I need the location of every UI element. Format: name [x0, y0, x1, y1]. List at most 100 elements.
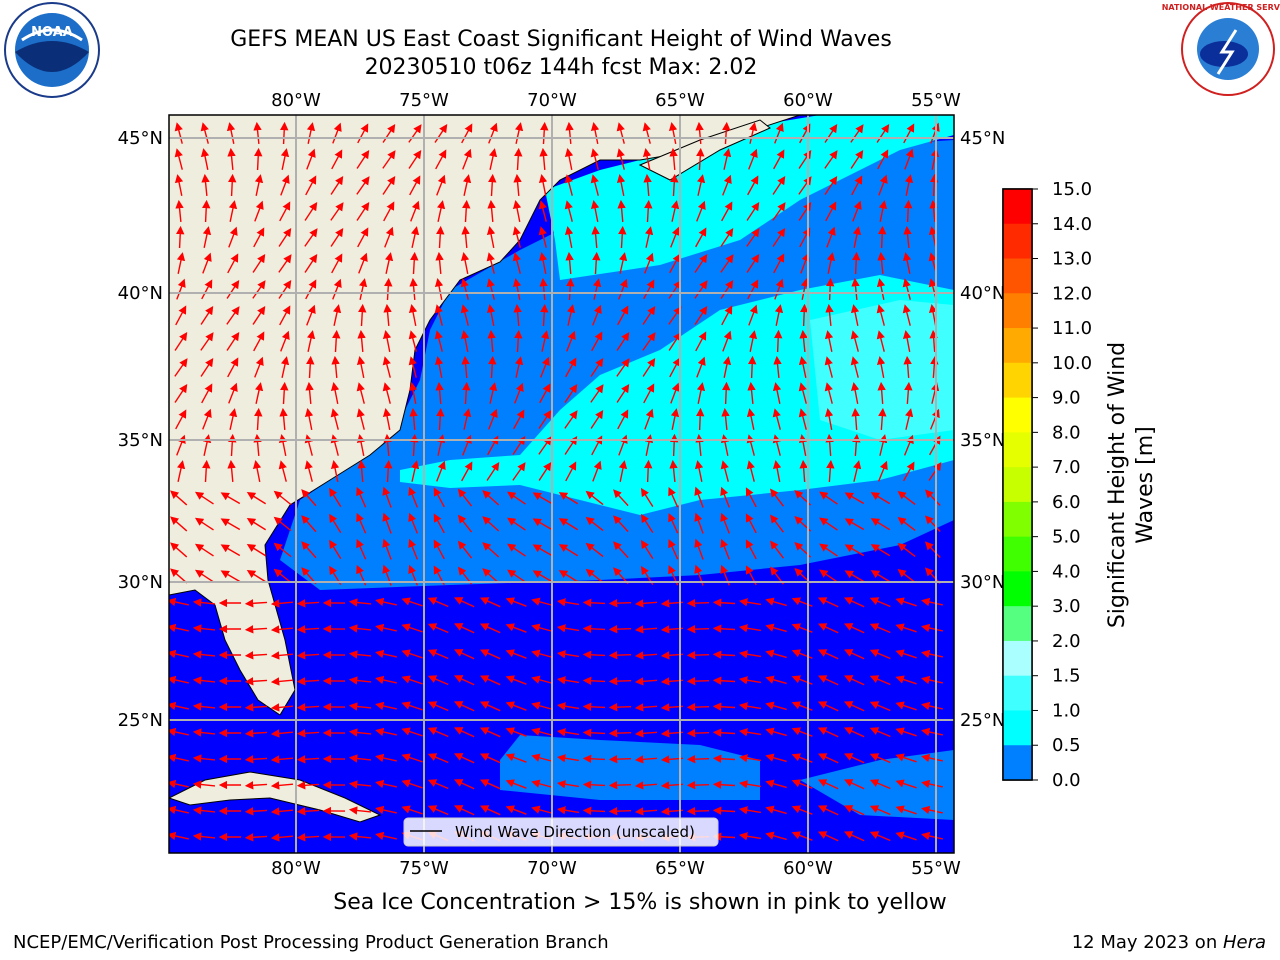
- wave-arrow: [608, 624, 632, 634]
- wave-arrow: [921, 753, 943, 763]
- wave-arrow: [296, 677, 320, 686]
- wave-arrow: [903, 434, 914, 456]
- wave-arrow: [876, 330, 885, 352]
- wave-arrow: [869, 727, 891, 738]
- wave-arrow: [296, 755, 320, 764]
- wave-arrow: [382, 330, 392, 352]
- wave-arrow: [505, 597, 527, 607]
- wave-arrow: [564, 174, 573, 196]
- colorbar: 15.0 14.0 13.0 12.0 11.0 10.0 9.0 8.0 7.0 6.0 5.0 4…: [1002, 179, 1092, 791]
- wave-arrow: [851, 407, 860, 431]
- wave-arrow: [330, 460, 340, 482]
- colorbar-segment: [1003, 501, 1032, 538]
- wave-arrow: [301, 515, 317, 533]
- wave-arrow: [694, 460, 704, 482]
- colorbar-tick-label: 11.0: [1052, 318, 1092, 339]
- wave-arrow: [278, 279, 292, 299]
- wave-arrow: [304, 434, 313, 456]
- wave-arrow: [850, 330, 859, 352]
- wave-arrow: [608, 650, 632, 660]
- wave-arrow: [408, 356, 417, 378]
- wave-arrow: [904, 148, 914, 170]
- wave-arrow: [798, 434, 808, 456]
- wave-arrow: [194, 517, 214, 531]
- wave-arrow: [791, 727, 813, 737]
- wave-arrow: [616, 331, 630, 351]
- wave-arrow: [556, 598, 580, 607]
- wave-arrow: [800, 278, 810, 300]
- wave-arrow: [228, 433, 237, 457]
- wave-arrow: [738, 676, 761, 685]
- wave-arrow: [791, 701, 813, 711]
- wave-arrow: [382, 123, 396, 143]
- wave-arrow: [486, 461, 500, 481]
- wave-arrow: [220, 492, 241, 505]
- wind-wave-arrows: [169, 121, 943, 842]
- wave-arrow: [488, 408, 498, 430]
- wave-arrow: [746, 408, 756, 430]
- wave-arrow: [819, 569, 838, 583]
- sea-ice-note: Sea Ice Concentration > 15% is shown in …: [333, 890, 947, 915]
- wave-arrow: [427, 779, 449, 790]
- wave-arrow: [507, 491, 526, 505]
- wave-arrow: [433, 487, 445, 508]
- colorbar-tick-label: 8.0: [1052, 422, 1081, 443]
- colorbar-tick-label: 14.0: [1052, 214, 1092, 235]
- wave-arrow: [176, 434, 186, 456]
- wave-arrow: [870, 544, 891, 557]
- wave-arrow: [824, 382, 833, 404]
- wave-arrow: [720, 227, 734, 247]
- lon-label-bottom: 70°W: [527, 858, 577, 879]
- wave-arrow: [668, 279, 682, 299]
- wave-arrow: [844, 779, 865, 790]
- wave-arrow: [306, 355, 315, 379]
- wave-arrow: [720, 538, 730, 560]
- wave-arrow: [895, 701, 917, 711]
- wave-arrow: [826, 252, 836, 274]
- wave-arrow: [436, 460, 446, 482]
- wave-arrow: [765, 623, 787, 633]
- wave-arrow: [192, 806, 216, 815]
- wave-arrow: [618, 278, 628, 300]
- wave-arrow: [712, 806, 736, 815]
- wave-arrow: [720, 512, 730, 534]
- legend-label: Wind Wave Direction (unscaled): [455, 823, 695, 841]
- lat-labels-left: 45°N 40°N 35°N 30°N 25°N: [118, 128, 163, 731]
- wave-arrow: [634, 651, 658, 660]
- wave-arrow: [921, 675, 943, 685]
- colorbar-segment: [1003, 362, 1032, 399]
- wave-arrow: [585, 568, 604, 584]
- wave-arrow: [279, 407, 288, 431]
- wave-arrow: [686, 754, 710, 764]
- wave-arrow: [686, 598, 710, 608]
- wave-arrow: [824, 175, 838, 195]
- wave-arrow: [618, 460, 628, 482]
- wave-arrow: [192, 728, 216, 737]
- wave-arrow: [694, 538, 704, 560]
- wave-arrow: [192, 832, 216, 841]
- wave-arrow: [170, 490, 188, 506]
- wave-arrow: [791, 753, 813, 763]
- wave-arrow: [591, 225, 600, 249]
- wave-arrow: [722, 330, 732, 352]
- wave-arrow: [921, 779, 943, 789]
- wave-arrow: [897, 517, 916, 532]
- wave-arrow: [791, 649, 813, 659]
- wave-arrow: [382, 486, 392, 508]
- wave-arrow: [738, 598, 761, 607]
- wave-arrow: [169, 701, 189, 711]
- wave-arrow: [505, 727, 527, 737]
- wave-arrow: [273, 516, 292, 532]
- wave-arrow: [246, 492, 267, 505]
- wave-arrow: [869, 753, 891, 764]
- wave-arrow: [853, 460, 862, 482]
- wave-arrow: [278, 227, 292, 247]
- wave-arrow: [765, 675, 787, 685]
- wave-arrow: [175, 409, 187, 430]
- wave-arrow: [409, 277, 418, 301]
- wave-arrow: [532, 492, 553, 505]
- wave-arrow: [479, 779, 501, 790]
- wave-arrow: [301, 489, 317, 507]
- wave-arrow: [202, 226, 212, 248]
- wave-arrow: [844, 492, 865, 505]
